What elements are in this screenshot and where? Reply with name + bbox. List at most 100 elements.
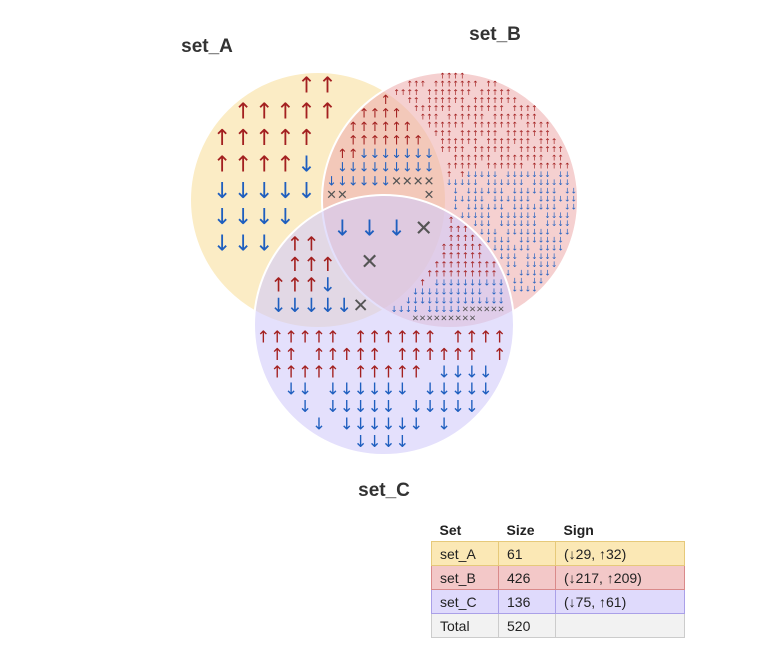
up-glyph: ↑ — [298, 328, 312, 347]
up-glyph: ↑ — [439, 129, 446, 138]
up-glyph: ↑ — [459, 145, 466, 154]
up-glyph: ↑ — [287, 273, 303, 296]
up-glyph: ↑ — [369, 107, 380, 122]
up-glyph: ↑ — [452, 96, 459, 105]
mixed-glyph: ✕ — [412, 313, 419, 323]
down-glyph: ↓ — [483, 277, 490, 287]
up-glyph: ↑ — [446, 112, 453, 121]
mixed-glyph: ✕ — [326, 188, 337, 203]
down-glyph: ↓ — [462, 286, 469, 296]
down-glyph: ↓ — [492, 170, 499, 179]
header-cell: Set — [439, 521, 462, 538]
venn-diagram: ↑ ↑↑ ↑ ↑ ↑ ↑↑ ↑ ↑ ↑ ↑↑ ↑ ↑ ↑ ↓↓ ↓ ↓ ↓ ↓↓ ↓ ↓ ↓↓ ↓ ↓↑ ↑ ↑ ↑↑ ↑ ↑ ↑ ↑ ↑ ↑… — [181, 24, 579, 501]
down-glyph: ↓ — [395, 380, 409, 399]
up-glyph: ↑ — [466, 153, 473, 162]
up-glyph: ↑ — [462, 251, 469, 261]
down-glyph: ↓ — [213, 205, 231, 230]
table-header: Set Size Sign — [432, 518, 685, 542]
down-glyph: ↓ — [479, 211, 486, 220]
down-glyph: ↓ — [498, 235, 505, 244]
mixed-glyph: ✕ — [483, 304, 490, 314]
down-glyph: ↓ — [359, 147, 370, 162]
down-glyph: ↓ — [531, 178, 538, 187]
down-glyph: ↓ — [459, 211, 466, 220]
down-glyph: ↓ — [448, 286, 455, 296]
up-glyph: ↑ — [326, 362, 340, 381]
cell: Total — [431, 613, 499, 638]
up-glyph: ↑ — [406, 96, 413, 105]
up-glyph: ↑ — [452, 80, 459, 89]
up-glyph: ↑ — [298, 362, 312, 381]
up-glyph: ↑ — [255, 126, 273, 151]
up-glyph: ↑ — [439, 104, 446, 113]
mixed-glyph: ✕ — [469, 313, 476, 323]
up-glyph: ↑ — [391, 120, 402, 135]
up-glyph: ↑ — [284, 362, 298, 381]
up-glyph: ↑ — [469, 260, 476, 270]
down-glyph: ↓ — [469, 277, 476, 287]
up-glyph: ↑ — [420, 80, 427, 89]
up-glyph: ↑ — [485, 104, 492, 113]
down-glyph: ↓ — [538, 277, 545, 286]
down-glyph: ↓ — [413, 161, 424, 176]
down-glyph: ↓ — [472, 194, 479, 203]
up-glyph: ↑ — [479, 96, 486, 105]
down-glyph: ↓ — [479, 186, 486, 195]
up-glyph: ↑ — [518, 104, 525, 113]
up-glyph: ↑ — [359, 107, 370, 122]
down-glyph: ↓ — [297, 152, 315, 177]
up-glyph: ↑ — [538, 121, 545, 130]
cell — [555, 613, 685, 638]
up-glyph: ↑ — [492, 137, 499, 146]
down-glyph: ↓ — [497, 295, 504, 305]
down-glyph: ↓ — [518, 194, 525, 203]
down-glyph: ↓ — [369, 147, 380, 162]
up-glyph: ↑ — [446, 80, 453, 89]
up-glyph: ↑ — [391, 107, 402, 122]
down-glyph: ↓ — [498, 186, 505, 195]
down-glyph: ↓ — [557, 178, 564, 187]
up-glyph: ↑ — [505, 88, 512, 97]
up-glyph: ↑ — [459, 170, 466, 179]
up-glyph: ↑ — [505, 137, 512, 146]
down-glyph: ↓ — [551, 186, 558, 195]
up-glyph: ↑ — [426, 104, 433, 113]
up-glyph: ↑ — [354, 362, 368, 381]
up-glyph: ↑ — [498, 162, 505, 171]
down-glyph: ↓ — [382, 414, 396, 433]
mixed-glyph: ✕ — [490, 304, 497, 314]
down-glyph: ↓ — [525, 211, 532, 220]
down-glyph: ↓ — [452, 194, 459, 203]
down-glyphs: ↓ ↓ ↓ ↓↓ ↓ ↓ ↓ ↓ ↓ ↓ ↓ ↓ ↓ ↓ ↓ ↓↓ ↓ ↓ ↓ ↓ ↓ ↓ ↓ ↓ ↓ ↓↓ ↓ ↓ ↓ ↓ ↓ ↓ ↓↓ ↓ ↓ ↓ — [284, 362, 492, 451]
down-glyph: ↓ — [538, 170, 545, 179]
down-glyph: ↓ — [497, 286, 504, 296]
up-glyph: ↑ — [409, 345, 423, 364]
up-glyph: ↑ — [348, 120, 359, 135]
mixed-glyph: ✕ — [462, 313, 469, 323]
down-glyph: ↓ — [472, 219, 479, 228]
up-glyph: ↑ — [479, 121, 486, 130]
up-glyph: ↑ — [505, 162, 512, 171]
up-glyph: ↑ — [469, 233, 476, 243]
down-glyph: ↓ — [369, 161, 380, 176]
down-glyph: ↓ — [424, 161, 435, 176]
down-glyph: ↓ — [440, 277, 447, 287]
up-glyph: ↑ — [525, 129, 532, 138]
down-glyph: ↓ — [518, 235, 525, 244]
up-glyph: ↑ — [544, 145, 551, 154]
set-label: set_B — [469, 24, 521, 45]
up-glyph: ↑ — [440, 269, 447, 279]
up-glyph: ↑ — [413, 88, 420, 97]
table-row: Total 520 — [431, 613, 685, 638]
mixed-glyph: ✕ — [455, 313, 462, 323]
set-label: set_A — [181, 36, 233, 57]
down-glyph: ↓ — [433, 277, 440, 287]
up-glyph: ↑ — [303, 253, 319, 276]
down-glyph: ↓ — [287, 294, 303, 317]
down-glyph: ↓ — [483, 295, 490, 305]
down-glyph: ↓ — [479, 227, 486, 236]
down-glyph: ↓ — [391, 161, 402, 176]
down-glyph: ↓ — [390, 304, 397, 314]
up-glyph: ↑ — [462, 260, 469, 270]
down-glyphs: ↓↓↓↓↓↓↓↓↓↓↓↓↓↓↓↓↓↓↓↓↓↓↓↓↓↓↓↓↓↓↓↓↓↓↓↓↓↓↓↓… — [390, 277, 504, 314]
